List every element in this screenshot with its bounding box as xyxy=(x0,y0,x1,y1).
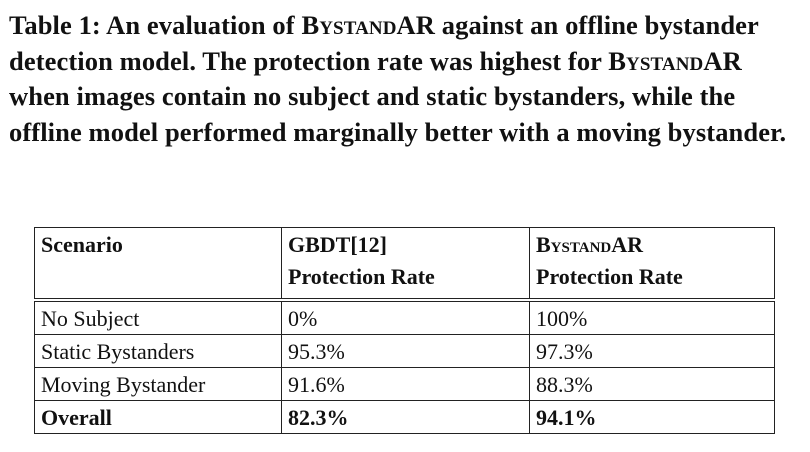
cell-scenario: No Subject xyxy=(34,301,282,335)
header-bystandar-line1: BystandAR xyxy=(536,232,644,257)
cell-gbdt: 95.3% xyxy=(281,334,530,368)
caption-middle: against an offline bystander detection m… xyxy=(9,10,759,76)
results-table-container: Scenario GBDT[12] Protection Rate Bystan… xyxy=(34,227,775,434)
cell-scenario: Overall xyxy=(34,400,282,434)
cell-scenario: Moving Bystander xyxy=(34,367,282,401)
cell-gbdt: 91.6% xyxy=(281,367,530,401)
caption-system-name-2: BystandAR xyxy=(608,45,742,76)
caption-prefix: Table 1: An evaluation of xyxy=(9,10,302,40)
cell-bystandar: 88.3% xyxy=(529,367,775,401)
caption-system-name: BystandAR xyxy=(301,10,436,40)
cell-gbdt: 82.3% xyxy=(281,400,530,434)
results-table: Scenario GBDT[12] Protection Rate Bystan… xyxy=(34,227,775,434)
cell-scenario: Static Bystanders xyxy=(34,334,282,368)
header-gbdt: GBDT[12] Protection Rate xyxy=(281,227,530,299)
header-scenario-line2 xyxy=(41,261,275,293)
header-bystandar: BystandAR Protection Rate xyxy=(529,227,775,299)
table-row: Moving Bystander 91.6% 88.3% xyxy=(34,367,775,401)
table-row: No Subject 0% 100% xyxy=(34,301,775,335)
header-gbdt-line2: Protection Rate xyxy=(288,264,435,289)
cell-bystandar: 100% xyxy=(529,301,775,335)
header-scenario: Scenario xyxy=(34,227,282,299)
cell-bystandar: 94.1% xyxy=(529,400,775,434)
table-header-row: Scenario GBDT[12] Protection Rate Bystan… xyxy=(34,227,775,299)
caption-suffix: when images contain no subject and stati… xyxy=(9,81,787,147)
table-row: Static Bystanders 95.3% 97.3% xyxy=(34,334,775,368)
header-scenario-line1: Scenario xyxy=(41,232,123,257)
table-row-overall: Overall 82.3% 94.1% xyxy=(34,400,775,434)
cell-gbdt: 0% xyxy=(281,301,530,335)
table-caption: Table 1: An evaluation of BystandAR agai… xyxy=(9,8,801,150)
header-gbdt-line1: GBDT[12] xyxy=(288,232,387,257)
header-bystandar-line2: Protection Rate xyxy=(536,264,683,289)
cell-bystandar: 97.3% xyxy=(529,334,775,368)
